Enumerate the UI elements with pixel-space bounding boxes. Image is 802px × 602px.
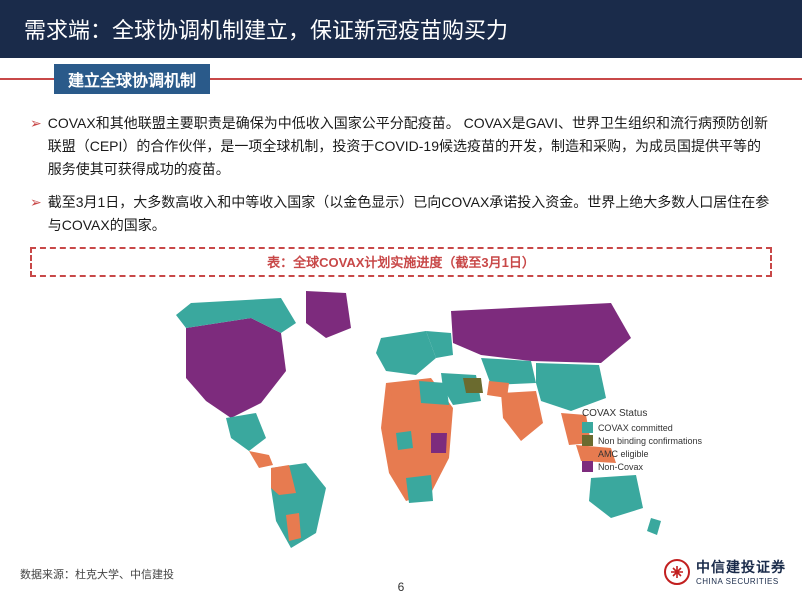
bullet-text: COVAX和其他联盟主要职责是确保为中低收入国家公平分配疫苗。 COVAX是GA… bbox=[48, 112, 772, 181]
legend-row: COVAX committed bbox=[582, 422, 702, 433]
region-usa bbox=[186, 318, 286, 418]
bullet-item: ➢ COVAX和其他联盟主要职责是确保为中低收入国家公平分配疫苗。 COVAX是… bbox=[30, 112, 772, 181]
region-tanzania bbox=[431, 433, 447, 453]
bullet-item: ➢ 截至3月1日，大多数高收入和中等收入国家（以金色显示）已向COVAX承诺投入… bbox=[30, 191, 772, 237]
chevron-right-icon: ➢ bbox=[30, 191, 42, 237]
chart-caption: 表：全球COVAX计划实施进度（截至3月1日） bbox=[267, 255, 535, 270]
region-greenland bbox=[306, 291, 351, 338]
company-logo: 中信建投证券 CHINA SECURITIES bbox=[664, 557, 786, 586]
region-central-am bbox=[249, 451, 273, 468]
region-china bbox=[536, 363, 606, 411]
legend-row: Non binding confirmations bbox=[582, 435, 702, 446]
region-australia bbox=[589, 475, 643, 518]
page-title: 需求端：全球协调机制建立，保证新冠疫苗购买力 bbox=[24, 13, 508, 45]
legend-label: Non-Covax bbox=[598, 462, 643, 472]
header-bar: 需求端：全球协调机制建立，保证新冠疫苗购买力 bbox=[0, 0, 802, 58]
region-mexico bbox=[226, 413, 266, 451]
logo-text-block: 中信建投证券 CHINA SECURITIES bbox=[696, 557, 786, 586]
source-citation: 数据来源：杜克大学、中信建投 bbox=[20, 566, 174, 582]
chart-caption-frame: 表：全球COVAX计划实施进度（截至3月1日） bbox=[30, 247, 772, 277]
logo-text-en: CHINA SECURITIES bbox=[696, 577, 786, 586]
region-russia bbox=[451, 303, 631, 363]
region-nz bbox=[647, 518, 661, 535]
region-west-europe bbox=[376, 331, 436, 375]
region-south-africa bbox=[406, 475, 433, 503]
map-legend: COVAX Status COVAX committed Non binding… bbox=[582, 408, 702, 474]
body-text: ➢ COVAX和其他联盟主要职责是确保为中低收入国家公平分配疫苗。 COVAX是… bbox=[0, 100, 802, 237]
legend-swatch bbox=[582, 461, 593, 472]
legend-swatch bbox=[582, 422, 593, 433]
page-number: 6 bbox=[398, 580, 405, 594]
legend-label: Non binding confirmations bbox=[598, 436, 702, 446]
legend-swatch bbox=[582, 448, 593, 459]
region-north-africa-w bbox=[389, 381, 419, 405]
bullet-text: 截至3月1日，大多数高收入和中等收入国家（以金色显示）已向COVAX承诺投入资金… bbox=[48, 191, 772, 237]
section-label: 建立全球协调机制 bbox=[54, 64, 210, 94]
section-header: 建立全球协调机制 bbox=[0, 64, 802, 100]
legend-label: COVAX committed bbox=[598, 423, 673, 433]
region-central-africa-1 bbox=[396, 431, 413, 450]
legend-title: COVAX Status bbox=[582, 408, 702, 419]
legend-swatch bbox=[582, 435, 593, 446]
region-central-asia bbox=[481, 358, 536, 385]
logo-icon bbox=[664, 559, 690, 585]
region-india bbox=[501, 391, 543, 441]
legend-row: Non-Covax bbox=[582, 461, 702, 472]
legend-row: AMC eligible bbox=[582, 448, 702, 459]
legend-label: AMC eligible bbox=[598, 449, 649, 459]
logo-text-cn: 中信建投证券 bbox=[696, 557, 786, 577]
region-iran bbox=[463, 378, 483, 393]
chevron-right-icon: ➢ bbox=[30, 112, 42, 181]
